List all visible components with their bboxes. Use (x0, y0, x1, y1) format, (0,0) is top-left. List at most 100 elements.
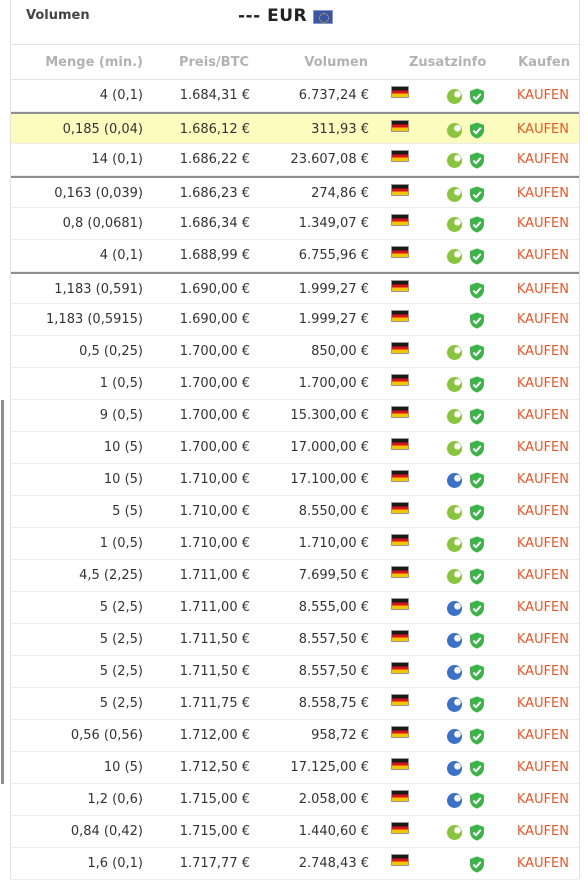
verified-shield-icon[interactable] (469, 504, 485, 521)
kaufen-link[interactable]: KAUFEN (516, 186, 569, 201)
kaufen-link[interactable]: KAUFEN (516, 696, 569, 711)
green-leaf-icon[interactable] (447, 249, 462, 264)
green-leaf-icon[interactable] (447, 377, 462, 392)
volume-cell: 8.557,50 € (298, 664, 369, 679)
volume-cell: 2.748,43 € (298, 856, 369, 871)
verified-shield-icon[interactable] (469, 186, 485, 203)
blue-leaf-icon[interactable] (447, 729, 462, 744)
kaufen-link[interactable]: KAUFEN (516, 122, 569, 137)
verified-shield-icon[interactable] (469, 696, 485, 713)
kaufen-link[interactable]: KAUFEN (516, 376, 569, 391)
verified-shield-icon[interactable] (469, 152, 485, 169)
menge-cell: 1 (0,5) (99, 536, 143, 551)
green-leaf-icon[interactable] (447, 537, 462, 552)
blue-leaf-icon[interactable] (447, 601, 462, 616)
kaufen-link[interactable]: KAUFEN (516, 312, 569, 327)
kaufen-link[interactable]: KAUFEN (516, 248, 569, 263)
green-leaf-icon[interactable] (447, 187, 462, 202)
verified-shield-icon[interactable] (469, 472, 485, 489)
verified-shield-icon[interactable] (469, 824, 485, 841)
menge-cell: 4 (0,1) (99, 248, 143, 263)
green-leaf-icon[interactable] (447, 505, 462, 520)
verified-shield-icon[interactable] (469, 376, 485, 393)
table-row: 0,5 (0,25) 1.700,00 € 850,00 € KAUFEN (11, 336, 579, 368)
verified-shield-icon[interactable] (469, 536, 485, 553)
price-cell: 1.700,00 € (179, 344, 250, 359)
verified-shield-icon[interactable] (469, 568, 485, 585)
kaufen-link[interactable]: KAUFEN (516, 632, 569, 647)
verified-shield-icon[interactable] (469, 216, 485, 233)
menge-cell: 4,5 (2,25) (79, 568, 143, 583)
blue-leaf-icon[interactable] (447, 761, 462, 776)
kaufen-link[interactable]: KAUFEN (516, 536, 569, 551)
volume-cell: 850,00 € (311, 344, 369, 359)
blue-leaf-icon[interactable] (447, 697, 462, 712)
green-leaf-icon[interactable] (447, 825, 462, 840)
table-row: 5 (2,5) 1.711,50 € 8.557,50 € KAUFEN (1, 624, 579, 656)
blue-leaf-icon[interactable] (447, 665, 462, 680)
verified-shield-icon[interactable] (469, 856, 485, 873)
kaufen-link[interactable]: KAUFEN (516, 760, 569, 775)
verified-shield-icon[interactable] (469, 664, 485, 681)
kaufen-link[interactable]: KAUFEN (516, 440, 569, 455)
table-row: 5 (2,5) 1.711,50 € 8.557,50 € KAUFEN (1, 656, 579, 688)
menge-cell: 0,185 (0,04) (62, 122, 143, 137)
kaufen-link[interactable]: KAUFEN (516, 216, 569, 231)
kaufen-link[interactable]: KAUFEN (516, 792, 569, 807)
verified-shield-icon[interactable] (469, 248, 485, 265)
green-leaf-icon[interactable] (447, 89, 462, 104)
kaufen-link[interactable]: KAUFEN (516, 856, 569, 871)
green-leaf-icon[interactable] (447, 569, 462, 584)
green-leaf-icon[interactable] (447, 345, 462, 360)
verified-shield-icon[interactable] (469, 792, 485, 809)
green-leaf-icon[interactable] (447, 409, 462, 424)
germany-flag-icon (391, 822, 409, 834)
verified-shield-icon[interactable] (469, 440, 485, 457)
kaufen-link[interactable]: KAUFEN (516, 568, 569, 583)
menge-cell: 5 (2,5) (99, 696, 143, 711)
blue-leaf-icon[interactable] (447, 793, 462, 808)
menge-cell: 0,5 (0,25) (79, 344, 143, 359)
kaufen-link[interactable]: KAUFEN (516, 664, 569, 679)
kaufen-link[interactable]: KAUFEN (516, 282, 569, 297)
verified-shield-icon[interactable] (469, 760, 485, 777)
green-leaf-icon[interactable] (447, 123, 462, 138)
green-leaf-icon[interactable] (447, 441, 462, 456)
kaufen-link[interactable]: KAUFEN (516, 824, 569, 839)
green-leaf-icon[interactable] (447, 217, 462, 232)
kaufen-link[interactable]: KAUFEN (516, 472, 569, 487)
kaufen-link[interactable]: KAUFEN (516, 504, 569, 519)
verified-shield-icon[interactable] (469, 312, 485, 329)
verified-shield-icon[interactable] (469, 600, 485, 617)
kaufen-link[interactable]: KAUFEN (516, 728, 569, 743)
blue-leaf-icon[interactable] (447, 633, 462, 648)
volume-cell: 17.100,00 € (290, 472, 369, 487)
volume-label: Volumen (26, 8, 90, 23)
header-menge[interactable]: Menge (min.) (45, 55, 143, 70)
table-row: 0,185 (0,04) 1.686,12 € 311,93 € KAUFEN (11, 112, 579, 144)
verified-shield-icon[interactable] (469, 728, 485, 745)
kaufen-link[interactable]: KAUFEN (516, 88, 569, 103)
volume-cell: 274,86 € (311, 186, 369, 201)
verified-shield-icon[interactable] (469, 282, 485, 299)
header-preis[interactable]: Preis/BTC (178, 55, 249, 70)
volume-cell: 17.125,00 € (290, 760, 369, 775)
germany-flag-icon (391, 310, 409, 322)
volume-cell: 1.440,60 € (298, 824, 369, 839)
kaufen-link[interactable]: KAUFEN (516, 344, 569, 359)
kaufen-link[interactable]: KAUFEN (516, 152, 569, 167)
menge-cell: 1 (0,5) (99, 376, 143, 391)
header-volumen[interactable]: Volumen (304, 55, 368, 70)
verified-shield-icon[interactable] (469, 88, 485, 105)
verified-shield-icon[interactable] (469, 408, 485, 425)
blue-leaf-icon[interactable] (447, 473, 462, 488)
germany-flag-icon (391, 86, 409, 98)
green-leaf-icon[interactable] (447, 153, 462, 168)
verified-shield-icon[interactable] (469, 344, 485, 361)
verified-shield-icon[interactable] (469, 122, 485, 139)
verified-shield-icon[interactable] (469, 632, 485, 649)
germany-flag-icon (391, 214, 409, 226)
kaufen-link[interactable]: KAUFEN (516, 600, 569, 615)
price-cell: 1.710,00 € (179, 472, 250, 487)
kaufen-link[interactable]: KAUFEN (516, 408, 569, 423)
